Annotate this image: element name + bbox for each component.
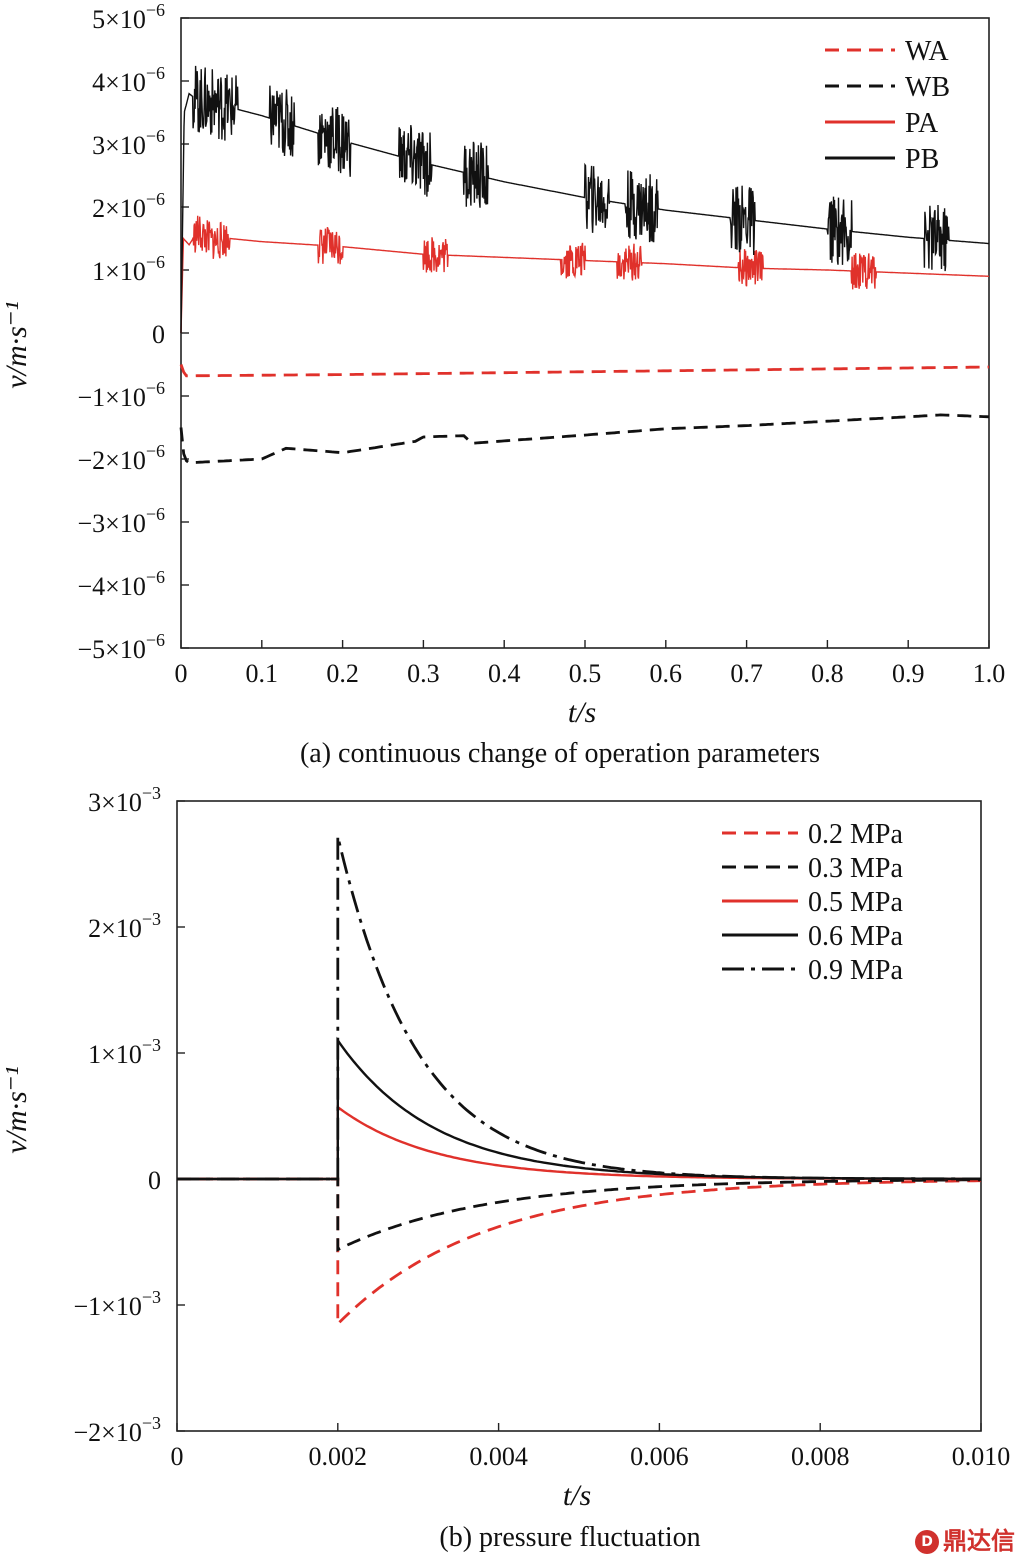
watermark-icon: D <box>915 1530 939 1554</box>
chart-b-xtick-label: 0 <box>171 1442 184 1471</box>
chart-b-frame <box>176 800 982 1432</box>
chart-b-ytick-label: 1×10−3 <box>88 1035 161 1069</box>
series-line-pb <box>180 65 989 334</box>
legend-label-wa: WA <box>905 36 949 67</box>
chart-a-xtick-label: 0 <box>175 659 188 688</box>
legend-label-pb: PB <box>905 144 939 175</box>
series-line-0-3-mpa <box>177 1177 981 1252</box>
chart-a-xtick-label: 0.8 <box>811 659 844 688</box>
chart-b-ylabel: v/m·s⁻¹ <box>0 1066 33 1153</box>
chart-a-xtick-label: 0.1 <box>246 659 279 688</box>
chart-b-xtick-label: 0.010 <box>952 1442 1011 1471</box>
chart-a-xlabel: t/s <box>568 696 596 729</box>
chart-a-ytick-label: 5×10−6 <box>92 0 165 34</box>
chart-a-ytick-label: −4×10−6 <box>78 567 165 601</box>
series-line-pa <box>180 215 989 334</box>
chart-b-ytick-label: 0 <box>148 1166 161 1195</box>
chart-b-ytick-label: 2×10−3 <box>88 909 161 943</box>
series-line-0-9-mpa <box>177 835 981 1181</box>
watermark-text: 鼎达信 <box>943 1527 1015 1555</box>
chart-a-xtick-label: 0.9 <box>892 659 925 688</box>
chart-b-xtick-label: 0.002 <box>309 1442 368 1471</box>
legend-label-0-5-mpa: 0.5 MPa <box>808 887 903 918</box>
chart-a-series <box>179 65 990 465</box>
chart-a-xtick-label: 0.4 <box>488 659 521 688</box>
chart-b-x-ticks: 0 0.002 0.004 0.006 0.008 0.010 <box>171 1423 1011 1471</box>
legend-label-0-2-mpa: 0.2 MPa <box>808 819 903 850</box>
chart-b-xtick-label: 0.006 <box>630 1442 689 1471</box>
chart-a: 5×10−6 4×10−6 3×10−6 2×10−6 1×10−6 0 −1×10−6 −2… <box>0 0 1005 769</box>
chart-b-xtick-label: 0.008 <box>791 1442 850 1471</box>
legend-label-0-3-mpa: 0.3 MPa <box>808 853 903 884</box>
chart-a-xtick-label: 0.2 <box>326 659 359 688</box>
chart-b-y-ticks: 3×10−3 2×10−3 1×10−3 0 −1×10−3 −2×10−3 <box>74 783 185 1447</box>
legend-label-wb: WB <box>905 72 950 103</box>
chart-a-legend: WA WB PA PB <box>825 36 950 175</box>
series-line-0-2-mpa <box>177 1177 981 1328</box>
series-line-wb <box>179 413 990 465</box>
chart-a-x-ticks: 0 0.1 0.2 0.3 0.4 0.5 0.6 0.7 0.8 0.9 1.0 <box>175 640 1006 688</box>
chart-a-ytick-label: 2×10−6 <box>92 189 165 223</box>
chart-a-xtick-label: 0.3 <box>407 659 440 688</box>
series-line-0-6-mpa <box>177 1036 981 1181</box>
chart-a-frame <box>180 17 990 649</box>
chart-a-caption: (a) continuous change of operation param… <box>300 738 820 769</box>
chart-a-ytick-label: −2×10−6 <box>78 441 165 475</box>
chart-a-ytick-label: −5×10−6 <box>78 630 165 664</box>
legend-label-0-6-mpa: 0.6 MPa <box>808 921 903 952</box>
chart-a-xtick-label: 1.0 <box>973 659 1006 688</box>
chart-b-ytick-label: −2×10−3 <box>74 1413 161 1447</box>
chart-b-ytick-label: −1×10−3 <box>74 1287 161 1321</box>
watermark-logo: D 鼎达信 <box>915 1521 1015 1556</box>
chart-b-xtick-label: 0.004 <box>469 1442 528 1471</box>
chart-b-series <box>177 835 981 1328</box>
chart-b-xlabel: t/s <box>563 1479 591 1512</box>
chart-b-caption: (b) pressure fluctuation <box>439 1522 700 1553</box>
chart-b: 3×10−3 2×10−3 1×10−3 0 −1×10−3 −2×10−3 0 0.002… <box>0 783 1010 1553</box>
chart-a-ytick-label: 3×10−6 <box>92 126 165 160</box>
chart-a-ytick-label: −1×10−6 <box>78 378 165 412</box>
legend-label-0-9-mpa: 0.9 MPa <box>808 955 903 986</box>
chart-a-xtick-label: 0.6 <box>650 659 683 688</box>
chart-a-ytick-label: 1×10−6 <box>92 252 165 286</box>
legend-label-pa: PA <box>905 108 939 139</box>
series-line-wa <box>179 364 990 378</box>
chart-a-ytick-label: 4×10−6 <box>92 63 165 97</box>
chart-a-xtick-label: 0.7 <box>730 659 763 688</box>
chart-a-ylabel: v/m·s⁻¹ <box>0 301 33 388</box>
chart-b-ytick-label: 3×10−3 <box>88 783 161 817</box>
chart-a-ytick-label: −3×10−6 <box>78 504 165 538</box>
chart-a-y-ticks: 5×10−6 4×10−6 3×10−6 2×10−6 1×10−6 0 −1×10−6 −2… <box>78 0 189 664</box>
chart-a-xtick-label: 0.5 <box>569 659 602 688</box>
chart-a-ytick-label: 0 <box>152 320 165 349</box>
